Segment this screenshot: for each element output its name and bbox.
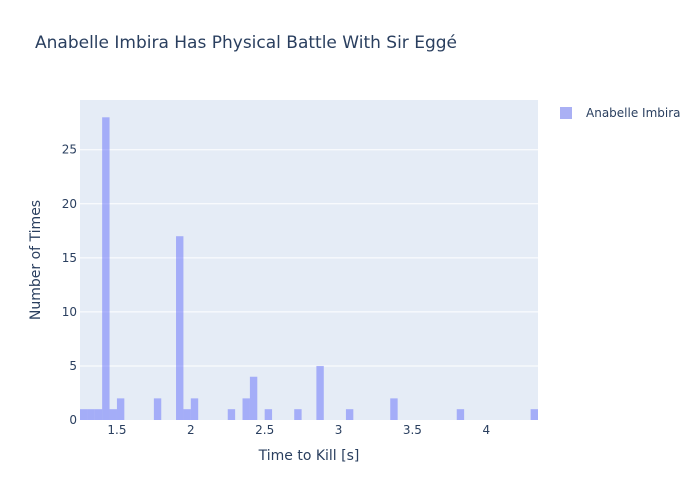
histogram-bar[interactable] [80,409,88,420]
histogram-bar[interactable] [345,409,354,420]
x-tick-label: 2.5 [255,423,274,437]
histogram-bar[interactable] [94,409,103,420]
x-tick-label: 2 [187,423,195,437]
legend-label: Anabelle Imbira [586,106,681,120]
histogram-bar[interactable] [390,398,398,420]
histogram-bar[interactable] [87,409,95,420]
y-tick-label: 15 [62,251,77,265]
histogram-bar[interactable] [109,409,117,420]
histogram-bar[interactable] [294,409,302,420]
y-tick-label: 0 [69,413,77,427]
x-tick-label: 3.5 [403,423,422,437]
chart-title: Anabelle Imbira Has Physical Battle With… [35,33,457,53]
legend[interactable]: Anabelle Imbira [560,106,681,120]
x-tick-label: 1.5 [107,423,126,437]
legend-swatch [560,107,572,119]
histogram-bar[interactable] [153,398,162,420]
plot-background [80,100,538,420]
histogram-bar[interactable] [190,398,199,420]
y-tick-label: 25 [62,143,77,157]
x-axis-label: Time to Kill [s] [258,448,360,464]
x-tick-labels: 1.5 2 2.5 3 3.5 4 [107,423,490,437]
y-tick-label: 5 [69,359,77,373]
y-tick-label: 10 [62,305,77,319]
histogram-bar[interactable] [116,398,125,420]
grid-lines [80,149,538,367]
x-tick-label: 3 [335,423,343,437]
bars-group [80,117,538,420]
histogram-bar[interactable] [264,409,273,420]
histogram-bar[interactable] [316,365,324,420]
histogram-bar[interactable] [456,409,465,420]
histogram-bar[interactable] [102,117,110,420]
histogram-bar[interactable] [183,409,191,420]
histogram-bar[interactable] [530,409,538,420]
histogram-bar[interactable] [242,398,250,420]
x-tick-label: 4 [482,423,490,437]
y-tick-labels: 0 5 10 15 20 25 [62,143,77,427]
histogram-bar[interactable] [227,409,236,420]
histogram-bar[interactable] [176,236,184,420]
y-tick-label: 20 [62,197,77,211]
histogram-bar[interactable] [249,376,258,420]
y-axis-label: Number of Times [28,200,44,320]
